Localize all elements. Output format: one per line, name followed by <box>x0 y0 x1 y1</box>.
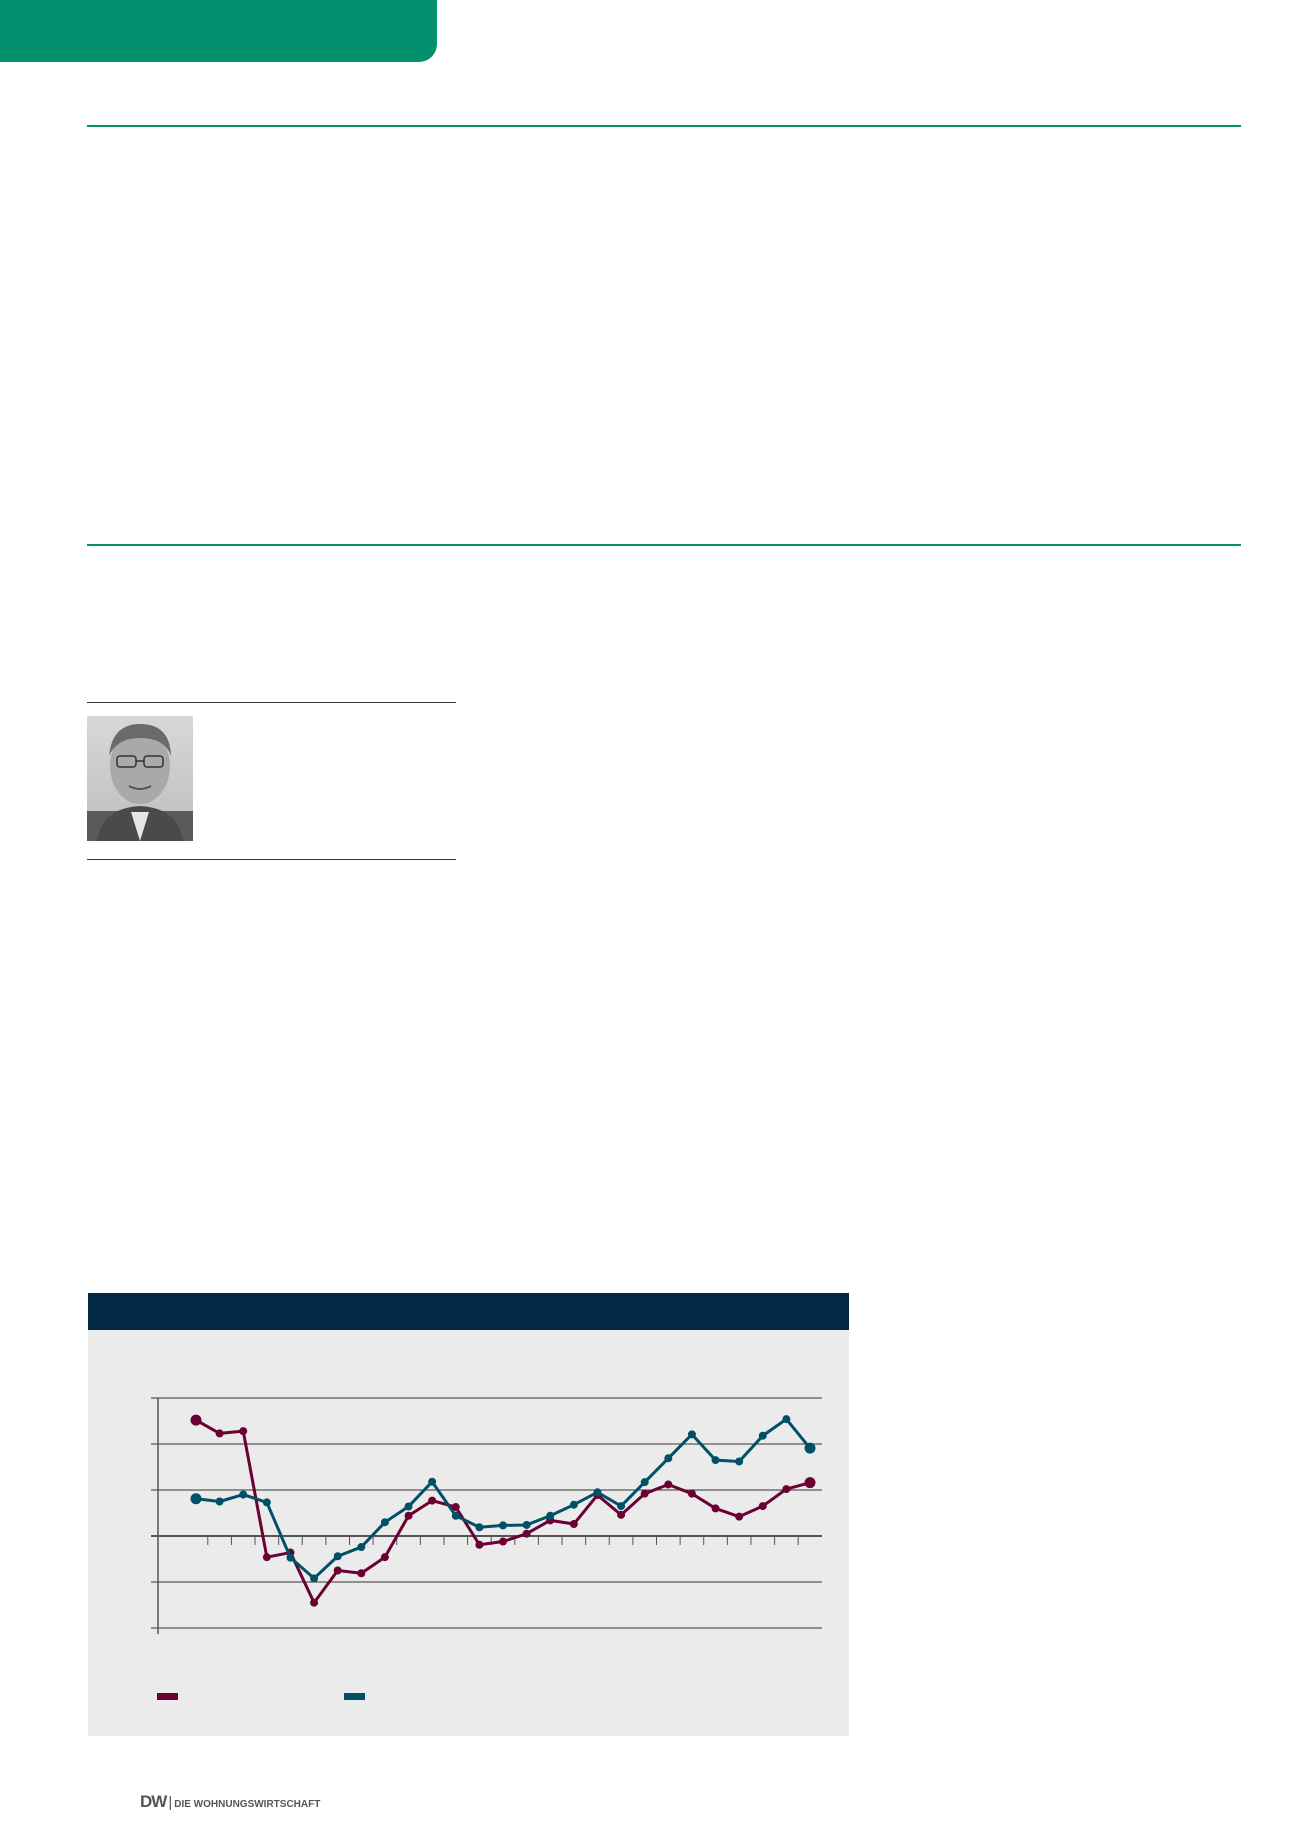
author-box-bottom-rule <box>87 859 456 860</box>
data-point <box>569 1520 578 1529</box>
data-point <box>239 1490 248 1499</box>
chart-panel <box>88 1293 849 1736</box>
data-point <box>782 1415 791 1424</box>
data-point <box>617 1502 626 1511</box>
data-point <box>782 1485 791 1494</box>
data-point <box>640 1489 649 1498</box>
data-point <box>333 1566 342 1575</box>
footer-logo: DW <box>140 1792 167 1811</box>
data-point <box>380 1518 389 1527</box>
footer-separator: | <box>168 1794 173 1811</box>
data-point <box>758 1431 767 1440</box>
data-point <box>522 1529 531 1538</box>
footer-publication: DIE WOHNUNGSWIRTSCHAFT <box>174 1799 321 1810</box>
data-point <box>404 1502 413 1511</box>
data-point <box>380 1553 389 1562</box>
data-point <box>215 1429 224 1438</box>
data-point <box>190 1493 202 1505</box>
data-point <box>804 1442 816 1454</box>
data-point <box>428 1496 437 1505</box>
data-point <box>735 1512 744 1521</box>
data-point <box>451 1503 460 1512</box>
data-point <box>475 1523 484 1532</box>
data-point <box>664 1454 673 1463</box>
data-point <box>190 1414 202 1426</box>
data-point <box>522 1520 531 1529</box>
data-point <box>262 1553 271 1562</box>
data-point <box>711 1504 720 1513</box>
data-point <box>357 1543 366 1552</box>
data-point <box>451 1511 460 1520</box>
data-point <box>735 1457 744 1466</box>
data-point <box>546 1511 555 1520</box>
data-point <box>664 1480 673 1489</box>
section-tab <box>0 0 437 62</box>
line-chart <box>151 1397 822 1700</box>
data-point <box>711 1456 720 1465</box>
data-point <box>475 1540 484 1549</box>
data-point <box>804 1477 816 1489</box>
data-point <box>593 1488 602 1497</box>
data-point <box>499 1521 507 1530</box>
data-point <box>428 1477 437 1486</box>
data-point <box>239 1427 248 1436</box>
data-point <box>758 1502 767 1511</box>
data-point <box>404 1511 413 1520</box>
footer: DW | DIE WOHNUNGSWIRTSCHAFT <box>140 1792 320 1812</box>
data-point <box>687 1489 696 1498</box>
chart-header-bar <box>88 1293 849 1330</box>
data-point <box>569 1500 578 1509</box>
author-photo <box>87 716 193 841</box>
section-divider <box>87 544 1241 546</box>
data-point <box>640 1478 649 1487</box>
data-point <box>617 1510 626 1519</box>
data-point <box>499 1537 507 1546</box>
data-point <box>310 1598 319 1607</box>
data-point <box>333 1552 342 1561</box>
data-point <box>262 1498 271 1507</box>
data-point <box>357 1569 366 1578</box>
legend-swatch-2 <box>344 1693 365 1700</box>
data-point <box>215 1497 224 1506</box>
author-box-top-rule <box>87 702 456 703</box>
legend-swatch-1 <box>157 1693 178 1700</box>
data-point <box>310 1574 319 1583</box>
data-point <box>687 1430 696 1439</box>
top-divider <box>87 125 1241 127</box>
data-point <box>286 1553 295 1562</box>
